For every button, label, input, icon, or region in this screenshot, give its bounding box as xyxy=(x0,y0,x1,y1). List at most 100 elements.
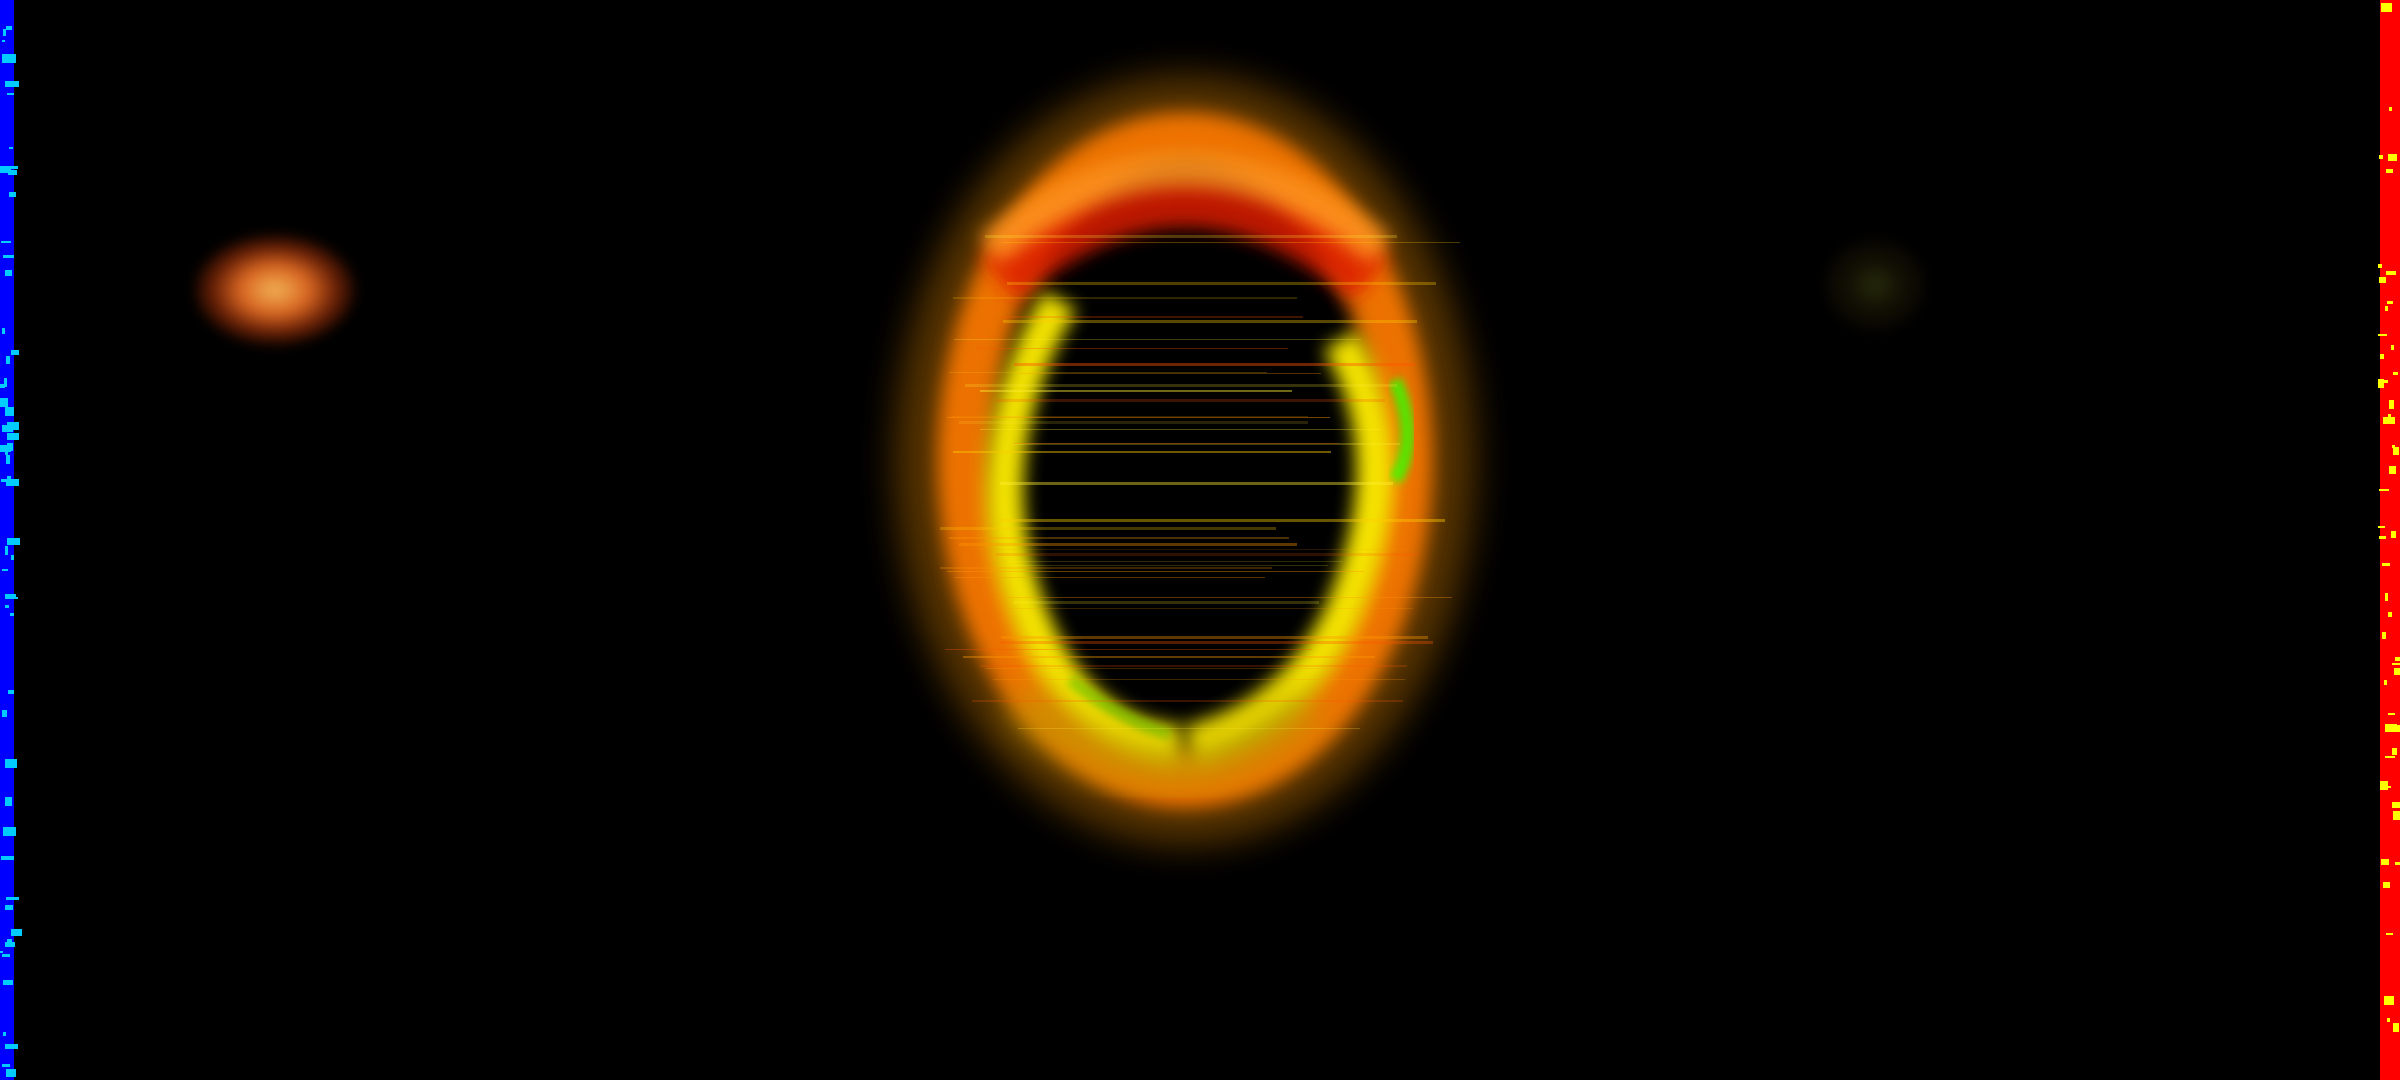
scan-streak xyxy=(947,571,1364,572)
ring-bottom xyxy=(1007,684,1325,785)
scan-streak xyxy=(980,390,1292,392)
scan-streak xyxy=(980,429,1381,430)
left-edge-speck xyxy=(5,56,11,61)
left-edge-speck xyxy=(11,555,14,560)
scan-streak xyxy=(959,543,1297,546)
right-edge-speck xyxy=(2392,445,2395,448)
scan-streak xyxy=(949,537,1289,539)
left-edge-speck xyxy=(5,1044,18,1049)
left-edge-speck xyxy=(9,192,16,197)
scan-streak xyxy=(980,665,1407,667)
right-edge-speck xyxy=(2379,155,2383,159)
ring-bottom-green xyxy=(1066,675,1172,741)
right-edge-speck xyxy=(2388,414,2391,417)
left-edge-speck xyxy=(1,856,14,860)
scan-streak xyxy=(978,348,1288,349)
left-edge-speck xyxy=(5,447,8,455)
left-edge-speck xyxy=(5,759,17,768)
left-edge-speck xyxy=(8,690,14,694)
ring-top-red xyxy=(982,172,1388,301)
scan-streak xyxy=(985,235,1397,238)
scan-streak xyxy=(954,339,1361,340)
scan-streak xyxy=(1000,316,1303,318)
left-edge-speck xyxy=(3,255,14,258)
scan-streak xyxy=(1013,565,1328,566)
left-edge-speck xyxy=(2,328,5,334)
left-edge-speck xyxy=(0,166,11,173)
left-edge-speck xyxy=(5,546,8,555)
right-edge-speck xyxy=(2391,531,2396,538)
ring-right-yellow xyxy=(1185,330,1394,764)
left-edge-speck xyxy=(5,407,14,416)
left-edge-speck xyxy=(3,827,16,836)
scan-streak xyxy=(1009,561,1343,562)
right-edge-speck xyxy=(2385,593,2388,601)
right-edge-speck xyxy=(2389,466,2396,474)
left-edge-speck xyxy=(7,93,14,95)
right-edge-speck xyxy=(2385,724,2397,732)
scan-streak xyxy=(954,577,1265,578)
scan-streak xyxy=(965,384,1397,387)
scan-streak xyxy=(993,679,1405,680)
left-edge-speck xyxy=(3,980,13,985)
right-edge-speck xyxy=(2383,882,2390,888)
left-edge-speck xyxy=(0,384,5,388)
ring-right-green xyxy=(1388,377,1415,484)
right-edge-speck xyxy=(2382,632,2386,639)
scan-streak xyxy=(985,668,1331,669)
right-edge-speck xyxy=(2386,169,2393,173)
right-edge-speck xyxy=(2380,354,2384,359)
right-edge-speck xyxy=(2380,781,2388,790)
scan-streak xyxy=(1018,728,1360,729)
right-edge-speck xyxy=(2387,1018,2390,1022)
left-edge-speck xyxy=(2,1064,10,1067)
right-edge-speck xyxy=(2386,271,2396,275)
left-edge-speck xyxy=(6,479,19,486)
left-edge-speck xyxy=(4,378,7,387)
right-edge-speck xyxy=(2385,756,2395,758)
left-edge-speck xyxy=(3,29,6,36)
right-edge-speck xyxy=(2394,725,2400,732)
left-edge-speck xyxy=(6,26,12,30)
right-edge-speck xyxy=(2379,277,2386,283)
left-edge-speck xyxy=(6,356,10,364)
ring-left-yellow xyxy=(985,290,1182,764)
left-edge-speck xyxy=(5,605,9,608)
scan-streak xyxy=(1001,636,1428,639)
scan-streak xyxy=(1003,320,1417,323)
right-edge-stripe xyxy=(2378,0,2400,1080)
right-edge-speck xyxy=(2393,447,2399,455)
right-edge-speck xyxy=(2394,668,2400,675)
left-edge-speck xyxy=(7,433,19,440)
left-edge-speck xyxy=(5,797,12,806)
ring-center xyxy=(1070,355,1300,705)
scan-streak xyxy=(940,527,1276,530)
right-edge-speck xyxy=(2384,996,2394,1005)
right-edge-speck xyxy=(2388,713,2395,715)
left-edge-speck xyxy=(7,422,19,430)
right-edge-speck xyxy=(2383,417,2395,424)
right-edge-speck xyxy=(2381,859,2389,865)
left-edge-speck xyxy=(5,270,12,276)
scan-streak xyxy=(996,553,1419,556)
left-edge-speck xyxy=(2,710,7,717)
scan-streak xyxy=(1012,443,1400,445)
left-edge-speck xyxy=(4,241,11,243)
scan-streak xyxy=(996,597,1452,598)
right-edge-speck xyxy=(2393,1023,2399,1032)
scan-streak xyxy=(951,416,1308,417)
right-edge-speck xyxy=(2378,264,2382,268)
right-edge-speck xyxy=(2378,526,2385,528)
right-edge-speck xyxy=(2389,107,2392,111)
left-edge-speck xyxy=(0,398,8,407)
scan-streak xyxy=(972,700,1403,702)
right-edge-speck xyxy=(2392,748,2397,755)
left-edge-speck xyxy=(11,350,19,355)
scan-streak xyxy=(1019,373,1321,374)
right-edge-speck xyxy=(2393,811,2400,820)
right-edge-speck xyxy=(2388,612,2392,617)
hot-spot-right xyxy=(1825,240,1925,330)
left-edge-speck xyxy=(2,954,10,957)
scan-streak xyxy=(1007,282,1436,285)
left-edge-speck xyxy=(5,597,18,599)
